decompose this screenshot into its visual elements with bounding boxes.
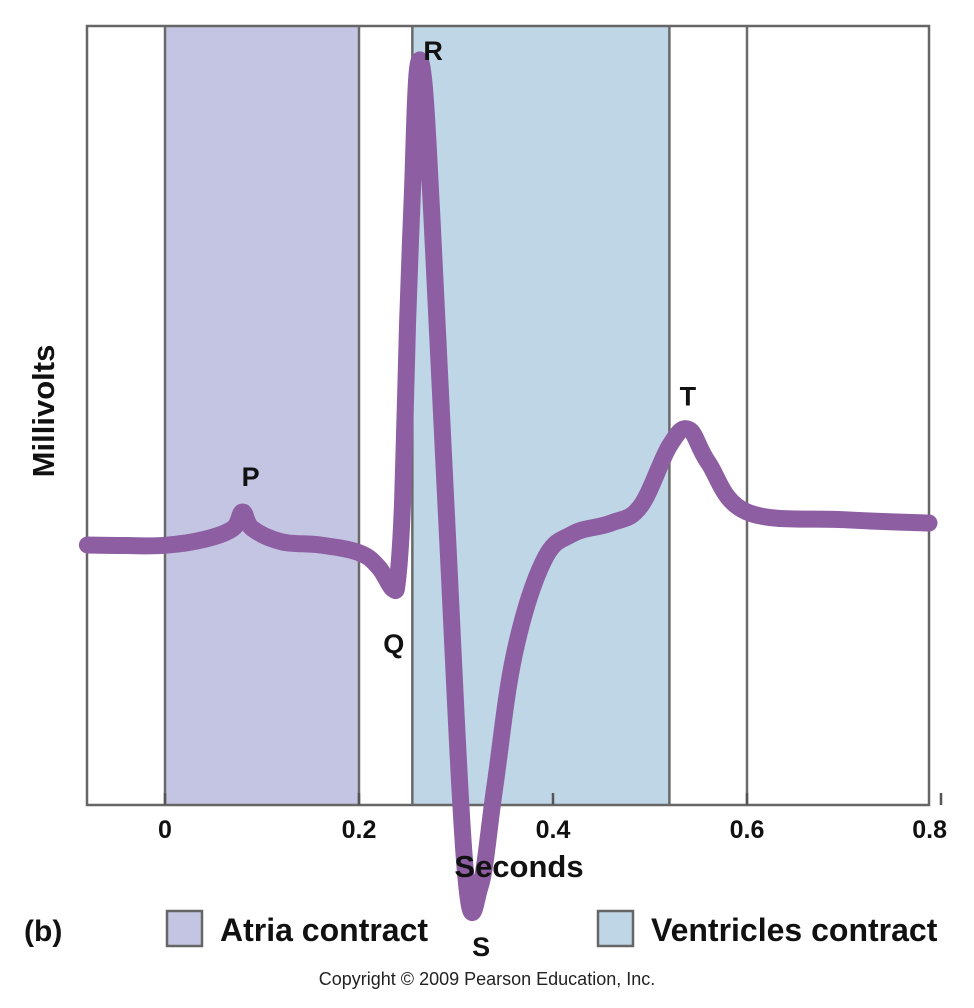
wave-label-p: P — [242, 462, 260, 492]
legend-swatch-ventricles — [596, 909, 635, 948]
legend-label-ventricles: Ventricles contract — [651, 912, 938, 948]
x-tick-label: 0.6 — [730, 816, 765, 844]
wave-label-r: R — [423, 36, 443, 66]
y-axis-title: Millivolts — [26, 345, 61, 478]
wave-labels: P Q R S T — [242, 36, 697, 962]
x-tick-label: 0.8 — [912, 816, 947, 844]
wave-label-s: S — [472, 932, 490, 962]
copyright-notice: Copyright © 2009 Pearson Education, Inc. — [319, 969, 655, 989]
x-tick-label: 0.4 — [536, 816, 571, 844]
x-tick-label: 0 — [158, 816, 172, 844]
atria-contract-region — [165, 26, 359, 805]
legend-label-atria: Atria contract — [220, 912, 428, 948]
wave-label-t: T — [680, 382, 697, 412]
plot-frame — [85, 24, 931, 807]
x-tick-label: 0.2 — [342, 816, 377, 844]
ecg-trace-line — [78, 51, 938, 922]
wave-label-q: Q — [383, 629, 404, 659]
x-axis-title: Seconds — [454, 849, 583, 884]
legend-swatch-atria — [165, 909, 204, 948]
x-axis-ticks: 0 0.2 0.4 0.6 0.8 — [158, 793, 947, 844]
panel-label: (b) — [24, 915, 62, 948]
legend: (b) Atria contract Ventricles contract — [24, 909, 938, 948]
